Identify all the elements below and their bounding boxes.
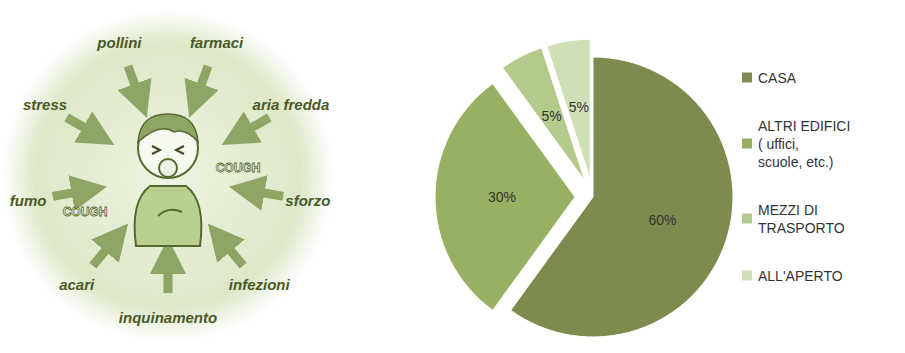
- svg-text:5%: 5%: [569, 99, 589, 115]
- svg-text:5%: 5%: [542, 108, 562, 124]
- svg-text:TRASPORTO: TRASPORTO: [758, 220, 845, 236]
- svg-text:acari: acari: [59, 276, 95, 293]
- svg-text:sforzo: sforzo: [285, 192, 330, 209]
- svg-text:CASA: CASA: [758, 70, 797, 86]
- svg-text:stress: stress: [23, 96, 67, 113]
- svg-text:MEZZI DI: MEZZI DI: [758, 202, 818, 218]
- svg-text:ALL'APERTO: ALL'APERTO: [758, 268, 843, 284]
- svg-text:60%: 60%: [648, 212, 676, 228]
- svg-text:aria fredda: aria fredda: [253, 96, 330, 113]
- svg-text:COUGH: COUGH: [63, 205, 108, 219]
- svg-text:scuole, etc.): scuole, etc.): [758, 154, 833, 170]
- svg-text:farmaci: farmaci: [190, 34, 244, 51]
- svg-text:ALTRI EDIFICI: ALTRI EDIFICI: [758, 118, 850, 134]
- svg-text:COUGH: COUGH: [216, 161, 261, 175]
- svg-text:inquinamento: inquinamento: [119, 309, 217, 326]
- svg-text:30%: 30%: [488, 189, 516, 205]
- svg-text:infezioni: infezioni: [229, 276, 291, 293]
- svg-text:fumo: fumo: [10, 192, 47, 209]
- svg-text:( uffici,: ( uffici,: [758, 136, 799, 152]
- svg-text:pollini: pollini: [96, 34, 142, 51]
